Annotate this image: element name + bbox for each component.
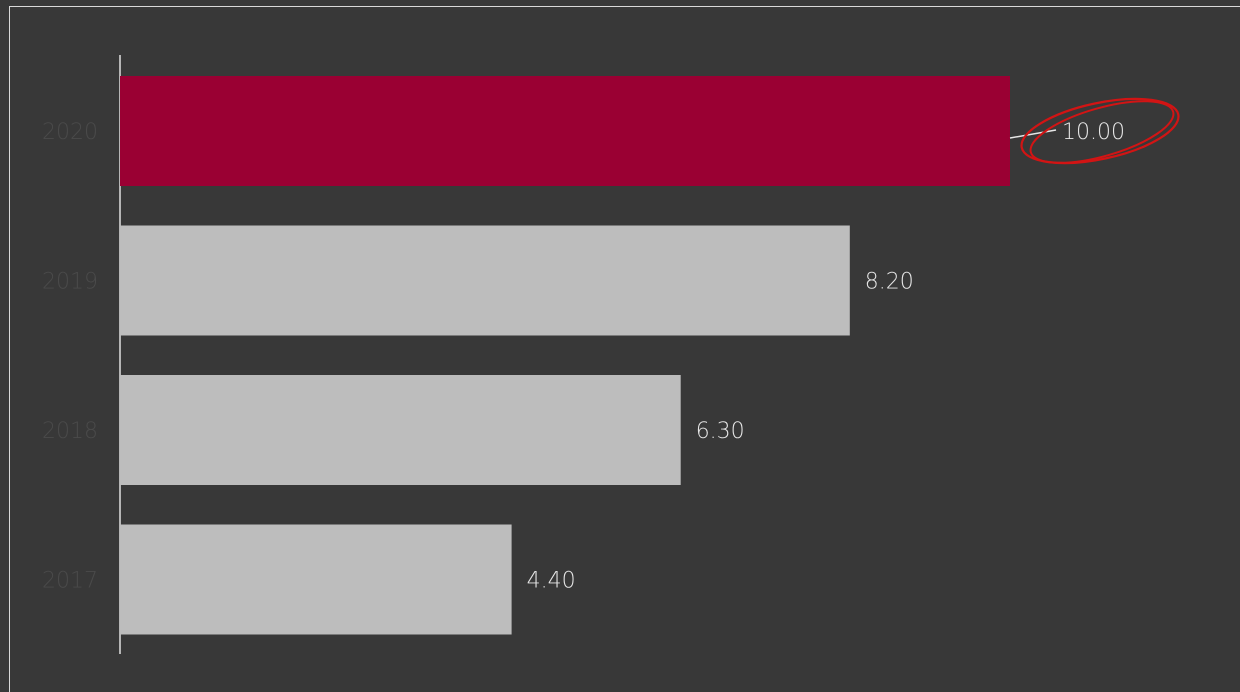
bar-2018 [120, 375, 681, 485]
bar-2017 [120, 524, 512, 635]
value-label-2020: 10.00 [1062, 120, 1125, 145]
category-label-2020: 2020 [42, 120, 98, 145]
category-label-2018: 2018 [42, 419, 98, 444]
annotation-circle-inner [1029, 100, 1175, 164]
annotation-circle-outer [1020, 97, 1180, 165]
category-label-2019: 2019 [42, 270, 98, 295]
leader-line [1009, 129, 1057, 139]
value-label-2017: 4.40 [527, 569, 576, 594]
bars-group [120, 76, 1010, 635]
chart-frame [9, 6, 1240, 692]
annotation-group [1009, 97, 1180, 165]
bar-2019 [120, 225, 850, 336]
bar-2020 [120, 76, 1010, 186]
category-label-2017: 2017 [42, 569, 98, 594]
value-label-2018: 6.30 [696, 419, 745, 444]
value-label-2019: 8.20 [865, 270, 914, 295]
labels-group: 2020 10.00 2019 8.20 2018 6.30 2017 4.40 [42, 120, 1125, 594]
